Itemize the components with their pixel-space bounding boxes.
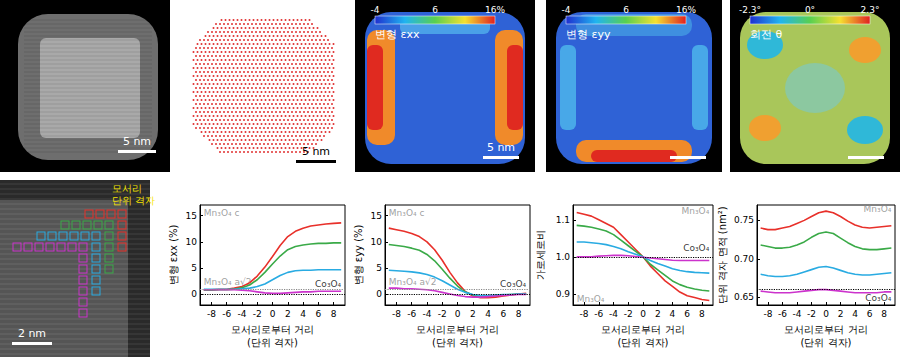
svg-text:10: 10 [371,237,383,247]
svg-text:5: 5 [376,263,382,273]
svg-text:5 nm: 5 nm [487,141,515,154]
svg-text:Mn₃O₄: Mn₃O₄ [577,294,605,304]
svg-text:Mn₃O₄ a√2: Mn₃O₄ a√2 [389,277,437,287]
svg-text:Co₃O₄: Co₃O₄ [315,279,341,289]
svg-text:4: 4 [852,309,858,319]
svg-text:4: 4 [485,309,491,319]
svg-text:15: 15 [186,211,197,221]
svg-text:0: 0 [191,289,197,299]
svg-text:(단위 격자): (단위 격자) [432,337,483,348]
svg-text:5: 5 [191,263,197,273]
svg-text:Co₃O₄: Co₃O₄ [683,243,709,253]
svg-text:(단위 격자): (단위 격자) [247,337,298,348]
svg-text:0: 0 [823,309,829,319]
svg-text:-2: -2 [807,309,816,319]
svg-text:(단위 격자): (단위 격자) [801,337,852,348]
svg-text:8: 8 [699,309,705,319]
svg-text:모서리로부터 거리: 모서리로부터 거리 [416,324,499,335]
svg-text:-2: -2 [438,309,447,319]
svg-text:2: 2 [285,309,291,319]
svg-text:2.3°: 2.3° [861,5,880,15]
svg-text:-4: -4 [237,309,246,319]
svg-text:6: 6 [684,309,690,319]
svg-text:변형 εyy: 변형 εyy [566,28,611,41]
svg-text:0.70: 0.70 [734,254,754,264]
svg-text:-8: -8 [763,309,772,319]
svg-text:15: 15 [371,211,382,221]
svg-text:Mn₃O₄: Mn₃O₄ [682,206,710,216]
svg-text:2: 2 [470,309,476,319]
svg-text:0°: 0° [805,5,815,15]
svg-text:-6: -6 [407,309,416,319]
svg-text:0: 0 [640,309,646,319]
svg-text:0.75: 0.75 [734,215,754,225]
svg-text:1.1: 1.1 [556,215,570,225]
svg-text:-6: -6 [778,309,787,319]
svg-text:-2: -2 [624,309,633,319]
svg-text:6: 6 [623,5,629,15]
svg-text:Mn₃O₄ c: Mn₃O₄ c [204,208,240,218]
svg-text:가로세로비: 가로세로비 [535,230,546,280]
svg-text:Co₃O₄: Co₃O₄ [865,293,891,303]
svg-text:10: 10 [186,237,198,247]
svg-text:-4: -4 [422,309,431,319]
svg-text:-2: -2 [253,309,262,319]
svg-text:모서리로부터 거리: 모서리로부터 거리 [601,324,684,335]
svg-text:(단위 격자): (단위 격자) [618,337,669,348]
svg-text:6: 6 [315,309,321,319]
svg-text:모서리로부터 거리: 모서리로부터 거리 [231,324,314,335]
svg-text:-8: -8 [207,309,216,319]
svg-text:6: 6 [867,309,873,319]
svg-text:-6: -6 [222,309,231,319]
svg-text:모서리단위 격자: 모서리단위 격자 [112,183,155,206]
svg-text:4: 4 [670,309,676,319]
svg-text:8: 8 [331,309,337,319]
svg-text:단위 격자 면적 (nm²): 단위 격자 면적 (nm²) [717,206,728,304]
svg-text:16%: 16% [485,5,505,15]
svg-text:변형 εxx: 변형 εxx [375,28,420,41]
svg-text:5 nm: 5 nm [302,145,330,158]
svg-text:6: 6 [500,309,506,319]
svg-text:-4: -4 [609,309,618,319]
svg-text:16%: 16% [676,5,696,15]
svg-text:-8: -8 [580,309,589,319]
svg-text:-8: -8 [392,309,401,319]
svg-text:8: 8 [881,309,887,319]
svg-text:변형 εxx (%): 변형 εxx (%) [168,224,179,285]
svg-text:2: 2 [838,309,844,319]
svg-text:0: 0 [270,309,276,319]
svg-text:0: 0 [455,309,461,319]
svg-text:회전 θ: 회전 θ [750,28,782,41]
svg-text:Mn₃O₄ a√2: Mn₃O₄ a√2 [203,277,252,288]
svg-text:Co₃O₄: Co₃O₄ [500,279,526,289]
svg-text:0.65: 0.65 [734,292,754,302]
svg-text:5 nm: 5 nm [123,135,151,148]
svg-text:0.9: 0.9 [556,289,571,299]
svg-text:-4: -4 [792,309,801,319]
svg-text:변형 εyy (%): 변형 εyy (%) [353,224,364,285]
svg-text:6: 6 [432,5,438,15]
svg-text:Mn₃O₄ c: Mn₃O₄ c [389,208,425,218]
svg-text:-2.3°: -2.3° [739,5,761,15]
svg-text:2 nm: 2 nm [18,327,46,340]
svg-text:1.0: 1.0 [556,252,571,262]
svg-text:2: 2 [655,309,661,319]
svg-text:Mn₃O₄: Mn₃O₄ [864,204,892,214]
svg-text:-6: -6 [594,309,603,319]
svg-text:8: 8 [516,309,522,319]
svg-text:-4: -4 [562,5,571,15]
svg-text:4: 4 [300,309,306,319]
svg-text:모서리로부터 거리: 모서리로부터 거리 [784,324,867,335]
svg-text:-4: -4 [371,5,380,15]
svg-text:0: 0 [376,289,382,299]
